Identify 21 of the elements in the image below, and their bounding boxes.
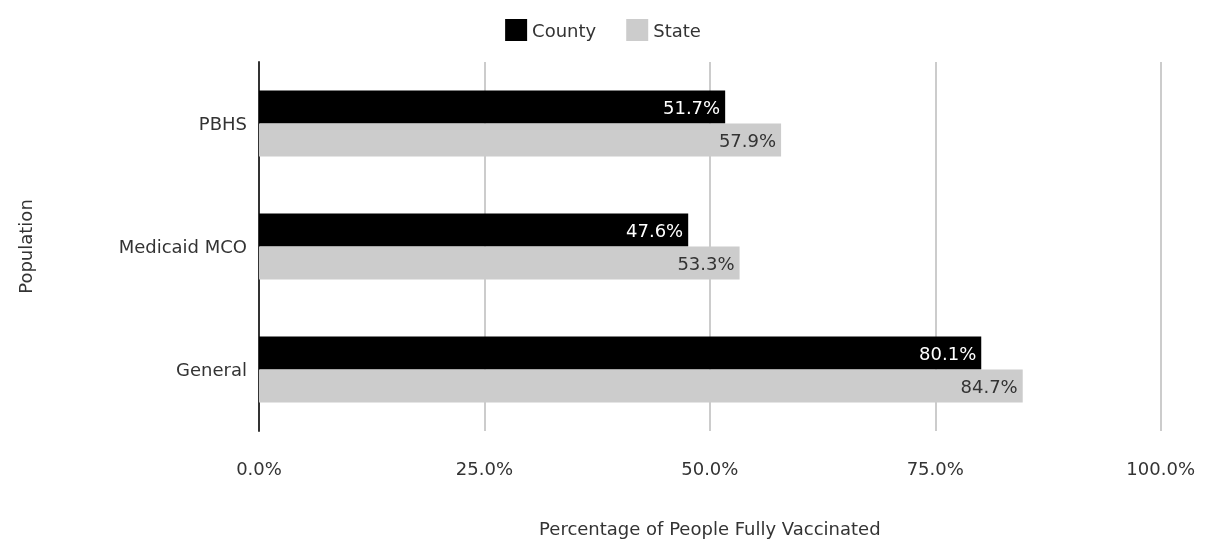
y-tick-label: General	[176, 359, 247, 380]
x-tick-label: 25.0%	[455, 457, 514, 479]
y-tick-label: Medicaid MCO	[118, 236, 247, 257]
y-axis-title: Population	[14, 199, 36, 294]
data-label: 53.3%	[677, 252, 735, 274]
x-tick-label: 50.0%	[681, 457, 739, 479]
x-tick-label: 75.0%	[906, 457, 964, 479]
legend-label: County	[532, 19, 597, 41]
data-label: 57.9%	[718, 129, 777, 151]
legend-label: State	[653, 19, 701, 41]
bar	[259, 213, 689, 247]
bar	[259, 336, 982, 370]
y-tick-label: PBHS	[198, 113, 247, 134]
x-tick-label: 100.0%	[1126, 457, 1195, 479]
x-tick-label: 0.0%	[236, 457, 282, 479]
bar	[259, 90, 726, 124]
data-label: 84.7%	[960, 375, 1018, 397]
data-label: 80.1%	[919, 342, 977, 364]
x-axis-title: Percentage of People Fully Vaccinated	[539, 517, 881, 539]
data-label: 51.7%	[662, 96, 721, 118]
data-label: 47.6%	[626, 219, 684, 241]
